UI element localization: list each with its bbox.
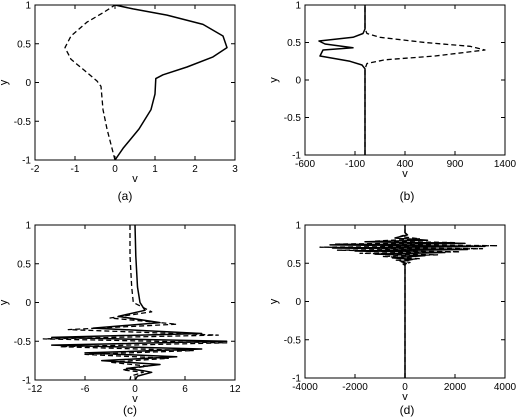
series-line-dashed bbox=[42, 225, 228, 380]
x-tick-label: 0 bbox=[112, 164, 118, 175]
y-axis-label: y bbox=[0, 79, 10, 85]
x-tick-label: -1 bbox=[71, 164, 80, 175]
series-line-solid bbox=[50, 225, 228, 380]
chart-panel-4: -4000 -2000 0 2000 4000 -1 -0.5 0 0.5 1 v y (d) bbox=[268, 221, 517, 418]
series-line-dashed bbox=[64, 5, 116, 160]
y-tick-label: -0.5 bbox=[14, 117, 32, 128]
y-axis-label: y bbox=[0, 299, 10, 305]
y-tick-label: 0.5 bbox=[287, 259, 301, 270]
y-axis-label: y bbox=[268, 298, 280, 304]
x-tick-label: -100 bbox=[345, 159, 365, 170]
x-tick-label: -6 bbox=[81, 384, 90, 395]
y-tick-label: 0 bbox=[295, 76, 301, 87]
y-tick-label: -1 bbox=[292, 374, 301, 385]
x-tick-label: -12 bbox=[28, 384, 43, 395]
chart-panel-3: -12 -6 0 6 12 -1 -0.5 0 0.5 1 v y (c) bbox=[0, 221, 241, 418]
y-tick-label: 0 bbox=[25, 78, 31, 89]
y-tick-label: 0.5 bbox=[17, 39, 31, 50]
panel-label: (b) bbox=[400, 189, 415, 203]
y-axis-label: y bbox=[268, 77, 280, 83]
x-tick-label: -4000 bbox=[292, 382, 318, 393]
y-tick-label: -1 bbox=[22, 156, 31, 167]
x-tick-label: 900 bbox=[447, 159, 464, 170]
y-tick-label: 0.5 bbox=[287, 38, 301, 49]
y-tick-label: 0 bbox=[25, 298, 31, 309]
x-tick-label: 1 bbox=[152, 164, 158, 175]
x-tick-label: -600 bbox=[295, 159, 315, 170]
panel-label: (a) bbox=[118, 189, 133, 203]
y-tick-label: 1 bbox=[295, 1, 301, 12]
x-tick-label: 4000 bbox=[494, 382, 517, 393]
x-tick-label: 2000 bbox=[444, 382, 467, 393]
x-tick-label: 12 bbox=[229, 384, 241, 395]
x-tick-label: 1400 bbox=[494, 159, 517, 170]
plot-frame bbox=[304, 4, 506, 156]
x-axis-label: v bbox=[402, 391, 408, 403]
y-tick-label: -1 bbox=[292, 151, 301, 162]
series-line-dashed bbox=[319, 225, 499, 378]
x-axis-label: v bbox=[132, 393, 138, 405]
x-tick-label: -2000 bbox=[342, 382, 368, 393]
y-tick-label: 1 bbox=[25, 1, 31, 12]
y-tick-label: 1 bbox=[295, 221, 301, 232]
x-tick-label: 2 bbox=[192, 164, 198, 175]
y-tick-label: -0.5 bbox=[14, 337, 32, 348]
x-axis-label: v bbox=[132, 173, 138, 185]
y-tick-label: -0.5 bbox=[284, 113, 302, 124]
plot-frame bbox=[34, 4, 236, 161]
x-tick-label: 400 bbox=[397, 159, 414, 170]
y-tick-label: -1 bbox=[22, 376, 31, 387]
panel-label: (d) bbox=[400, 403, 415, 417]
series-line-dashed bbox=[364, 5, 486, 155]
x-tick-label: 0 bbox=[132, 384, 138, 395]
chart-panel-2: -600 -100 400 900 1400 -1 -0.5 0 0.5 1 v y (b) bbox=[268, 1, 517, 204]
x-tick-label: 3 bbox=[232, 164, 238, 175]
y-tick-label: -0.5 bbox=[284, 335, 302, 346]
series-line-solid bbox=[114, 5, 228, 160]
x-tick-label: 0 bbox=[402, 382, 408, 393]
panel-label: (c) bbox=[123, 403, 137, 417]
x-tick-label: 6 bbox=[182, 384, 188, 395]
series-line-solid bbox=[318, 5, 366, 155]
y-tick-label: 0 bbox=[295, 297, 301, 308]
x-axis-label: v bbox=[402, 168, 408, 180]
y-tick-label: 1 bbox=[25, 221, 31, 232]
y-tick-label: 0.5 bbox=[17, 259, 31, 270]
x-tick-label: -2 bbox=[31, 164, 40, 175]
